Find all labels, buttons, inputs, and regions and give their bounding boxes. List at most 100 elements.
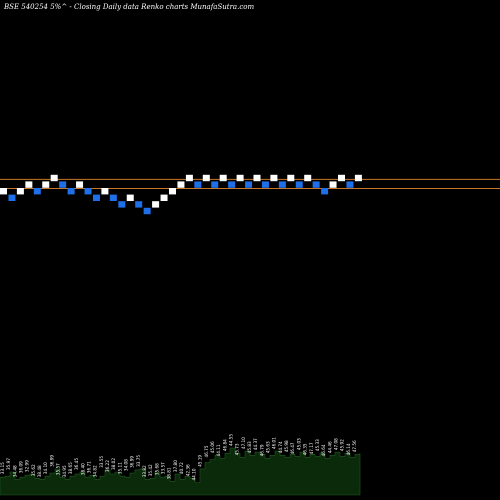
reference-lines xyxy=(0,178,500,190)
volume-label: 38.48 xyxy=(37,465,42,477)
volume-label: 36.09 xyxy=(19,461,24,473)
volume-label: 44.74 xyxy=(278,441,283,453)
renko-brick-down xyxy=(59,181,67,188)
volume-label: 33.75 xyxy=(136,455,141,467)
volume-label: 36.22 xyxy=(105,460,110,472)
renko-brick-up xyxy=(287,174,295,182)
renko-brick-up xyxy=(202,174,210,182)
volume-label: 44.37 xyxy=(253,438,258,450)
renko-brick-down xyxy=(278,181,286,188)
volume-label: 47.10 xyxy=(241,437,246,449)
volume-label: 47.17 xyxy=(309,442,314,454)
volume-label: 34.95 xyxy=(62,465,67,477)
volume-label: 38.65 xyxy=(68,462,73,474)
volume-label: 42.36 xyxy=(185,464,190,476)
volume-label: 34.10 xyxy=(43,462,48,474)
volume-label: 38.40 xyxy=(80,463,85,475)
renko-brick-down xyxy=(135,201,143,208)
volume-label: 35.11 xyxy=(117,462,122,474)
renko-brick-down xyxy=(261,181,269,188)
renko-brick-down xyxy=(312,181,320,188)
volume-label: 46.01 xyxy=(272,437,277,449)
volume-label: 44.10 xyxy=(191,468,196,480)
renko-brick-up xyxy=(185,174,193,182)
volume-label: 46.75 xyxy=(204,445,209,457)
volume-label: 45.03 xyxy=(296,438,301,450)
volume-label: 46.79 xyxy=(259,444,264,456)
volume-label: 36.71 xyxy=(87,461,92,473)
renko-brick-down xyxy=(194,181,202,188)
renko-brick-up xyxy=(169,188,176,195)
volume-label: 35.62 xyxy=(31,464,36,476)
renko-brick-down xyxy=(33,188,41,195)
renko-brick-up xyxy=(42,181,50,188)
renko-brick-up xyxy=(338,174,345,182)
volume-label: 47.56 xyxy=(352,440,357,452)
renko-brick-up xyxy=(304,174,312,182)
volume-label: 45.92 xyxy=(340,439,345,451)
volume-label: 45.83 xyxy=(247,441,252,453)
volume-label: 32.99 xyxy=(25,460,30,472)
volume-area-shape xyxy=(0,447,361,496)
chart-title: BSE 540254 5%^ - Closing Daily data Renk… xyxy=(4,3,255,11)
renko-brick-down xyxy=(67,188,75,195)
renko-brick-down xyxy=(228,181,236,188)
renko-brick-up xyxy=(126,194,134,201)
renko-brick-up xyxy=(329,181,337,188)
volume-label: 34.82 xyxy=(93,465,98,477)
volume-label: 44.11 xyxy=(216,444,221,456)
volume-label: 45.33 xyxy=(315,439,320,451)
renko-brick-up xyxy=(152,201,160,208)
renko-bricks xyxy=(0,174,362,215)
volume-label: 37.80 xyxy=(173,460,178,472)
renko-brick-up xyxy=(101,188,109,195)
renko-brick-down xyxy=(346,181,354,188)
volume-label: 40.72 xyxy=(179,462,184,474)
volume-label: 45.19 xyxy=(198,455,203,467)
volume-label: 46.64 xyxy=(321,444,326,456)
renko-brick-down xyxy=(295,181,303,188)
renko-brick-up xyxy=(219,174,227,182)
volume-label: 46.35 xyxy=(303,443,308,455)
volume-label: 36.45 xyxy=(74,458,79,470)
volume-label: 45.98 xyxy=(284,440,289,452)
volume-label: 45.73 xyxy=(235,443,240,455)
volume-label: 46.47 xyxy=(290,442,295,454)
volume-label: 45.06 xyxy=(210,441,215,453)
renko-brick-down xyxy=(118,201,126,208)
volume-label: 33.82 xyxy=(142,465,147,477)
renko-brick-down xyxy=(109,194,117,201)
renko-brick-up xyxy=(50,174,58,182)
renko-brick-down xyxy=(92,194,100,201)
renko-brick-down xyxy=(211,181,219,188)
renko-brick-up xyxy=(25,181,33,188)
volume-label: 33.55 xyxy=(99,456,104,468)
renko-brick-up xyxy=(270,174,278,182)
renko-brick-down xyxy=(321,188,329,195)
renko-brick-up xyxy=(76,181,84,188)
volume-label: 38.02 xyxy=(111,458,116,470)
volume-label: 35.68 xyxy=(154,463,159,475)
renko-brick-up xyxy=(236,174,244,182)
renko-brick-down xyxy=(84,188,92,195)
volume-label: 35.97 xyxy=(6,458,11,470)
renko-brick-down xyxy=(8,194,16,201)
volume-label: 47.08 xyxy=(334,438,339,450)
renko-brick-up xyxy=(0,188,7,195)
renko-brick-up xyxy=(16,188,24,195)
volume-label: 46.14 xyxy=(346,443,351,455)
volume-label: 45.63 xyxy=(266,441,271,453)
volume-label: 34.48 xyxy=(12,465,17,477)
volume-label: 34.08 xyxy=(124,459,129,471)
renko-brick-down xyxy=(143,207,151,215)
volume-label: 35.57 xyxy=(56,463,61,475)
renko-brick-up xyxy=(354,174,362,182)
volume-label: 46.84 xyxy=(222,439,227,451)
volume-label: 33.57 xyxy=(161,462,166,474)
renko-brick-up xyxy=(177,181,185,188)
volume-label: 35.42 xyxy=(148,464,153,476)
volume-label: 36.99 xyxy=(130,456,135,468)
renko-brick-down xyxy=(245,181,253,188)
